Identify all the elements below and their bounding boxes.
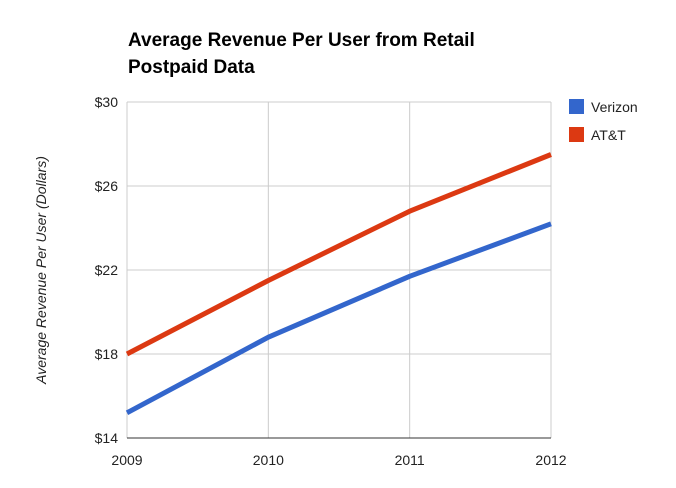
legend-label: Verizon — [591, 99, 638, 115]
y-axis-title: Average Revenue Per User (Dollars) — [33, 156, 49, 385]
series-layer — [125, 152, 552, 416]
grid-layer — [126, 101, 552, 439]
x-tick-label: 2012 — [535, 452, 566, 468]
y-tick-label: $26 — [95, 178, 119, 194]
x-tick-label: 2010 — [253, 452, 284, 468]
y-tick-label: $30 — [95, 94, 119, 110]
label-layer: $14 $18 $22 $26 $30 2009 2010 2011 2012 Average R… — [33, 94, 567, 468]
series-line-0 — [125, 221, 552, 416]
y-tick-label: $22 — [95, 262, 119, 278]
chart-title: Average Revenue Per User from Retail Pos… — [128, 30, 475, 78]
x-tick-label: 2011 — [395, 452, 425, 468]
legend-label: AT&T — [591, 127, 626, 143]
legend: Verizon AT&T — [569, 99, 638, 143]
legend-swatch — [569, 127, 584, 142]
y-tick-label: $18 — [95, 346, 119, 362]
y-tick-label: $14 — [95, 430, 119, 446]
series-line-1 — [125, 152, 552, 357]
x-tick-label: 2009 — [111, 452, 142, 468]
legend-swatch — [569, 99, 584, 114]
